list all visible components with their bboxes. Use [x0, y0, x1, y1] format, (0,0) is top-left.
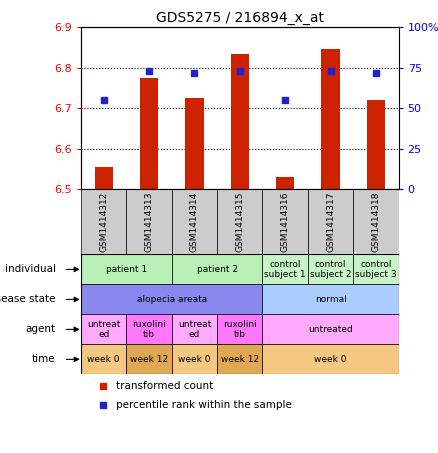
Bar	[217, 189, 262, 255]
Bar	[172, 314, 217, 344]
Text: GSM1414317: GSM1414317	[326, 192, 335, 252]
Bar	[95, 167, 113, 189]
Bar	[321, 49, 339, 189]
Bar	[172, 189, 217, 255]
Text: untreated: untreated	[308, 325, 353, 334]
Bar	[185, 98, 204, 189]
Bar	[367, 100, 385, 189]
Text: control
subject 1: control subject 1	[265, 260, 306, 279]
Text: week 12: week 12	[221, 355, 259, 364]
Bar	[172, 344, 217, 374]
Bar	[127, 314, 172, 344]
Bar	[276, 177, 294, 189]
Text: individual: individual	[5, 265, 56, 275]
Bar	[81, 284, 262, 314]
Text: time: time	[32, 354, 56, 364]
Text: GSM1414312: GSM1414312	[99, 192, 108, 252]
Bar	[217, 344, 262, 374]
Bar	[81, 255, 172, 284]
Text: patient 2: patient 2	[197, 265, 238, 274]
Text: GSM1414313: GSM1414313	[145, 192, 154, 252]
Text: GSM1414316: GSM1414316	[281, 192, 290, 252]
Text: week 0: week 0	[178, 355, 211, 364]
Bar	[353, 189, 399, 255]
Text: patient 1: patient 1	[106, 265, 147, 274]
Text: alopecia areata: alopecia areata	[137, 295, 207, 304]
Bar	[262, 189, 308, 255]
Text: GSM1414315: GSM1414315	[235, 192, 244, 252]
Text: ruxolini
tib: ruxolini tib	[132, 320, 166, 339]
Bar	[81, 344, 127, 374]
Bar	[262, 344, 399, 374]
Text: week 0: week 0	[314, 355, 347, 364]
Bar	[308, 189, 353, 255]
Text: control
subject 2: control subject 2	[310, 260, 351, 279]
Text: GSM1414314: GSM1414314	[190, 192, 199, 252]
Bar	[172, 255, 262, 284]
Text: ruxolini
tib: ruxolini tib	[223, 320, 257, 339]
Title: GDS5275 / 216894_x_at: GDS5275 / 216894_x_at	[156, 11, 324, 25]
Bar	[127, 344, 172, 374]
Bar	[262, 284, 399, 314]
Text: untreat
ed: untreat ed	[87, 320, 120, 339]
Bar	[127, 189, 172, 255]
Bar	[353, 255, 399, 284]
Bar	[81, 314, 127, 344]
Text: week 12: week 12	[130, 355, 168, 364]
Text: week 0: week 0	[88, 355, 120, 364]
Text: GSM1414318: GSM1414318	[371, 192, 380, 252]
Text: normal: normal	[314, 295, 346, 304]
Bar	[308, 255, 353, 284]
Bar	[140, 78, 158, 189]
Text: percentile rank within the sample: percentile rank within the sample	[116, 400, 292, 410]
Text: control
subject 3: control subject 3	[355, 260, 397, 279]
Text: agent: agent	[25, 324, 56, 334]
Bar	[262, 314, 399, 344]
Text: untreat
ed: untreat ed	[178, 320, 211, 339]
Text: disease state: disease state	[0, 294, 56, 304]
Bar	[81, 189, 127, 255]
Bar	[217, 314, 262, 344]
Bar	[262, 255, 308, 284]
Bar	[231, 53, 249, 189]
Text: transformed count: transformed count	[116, 381, 213, 391]
